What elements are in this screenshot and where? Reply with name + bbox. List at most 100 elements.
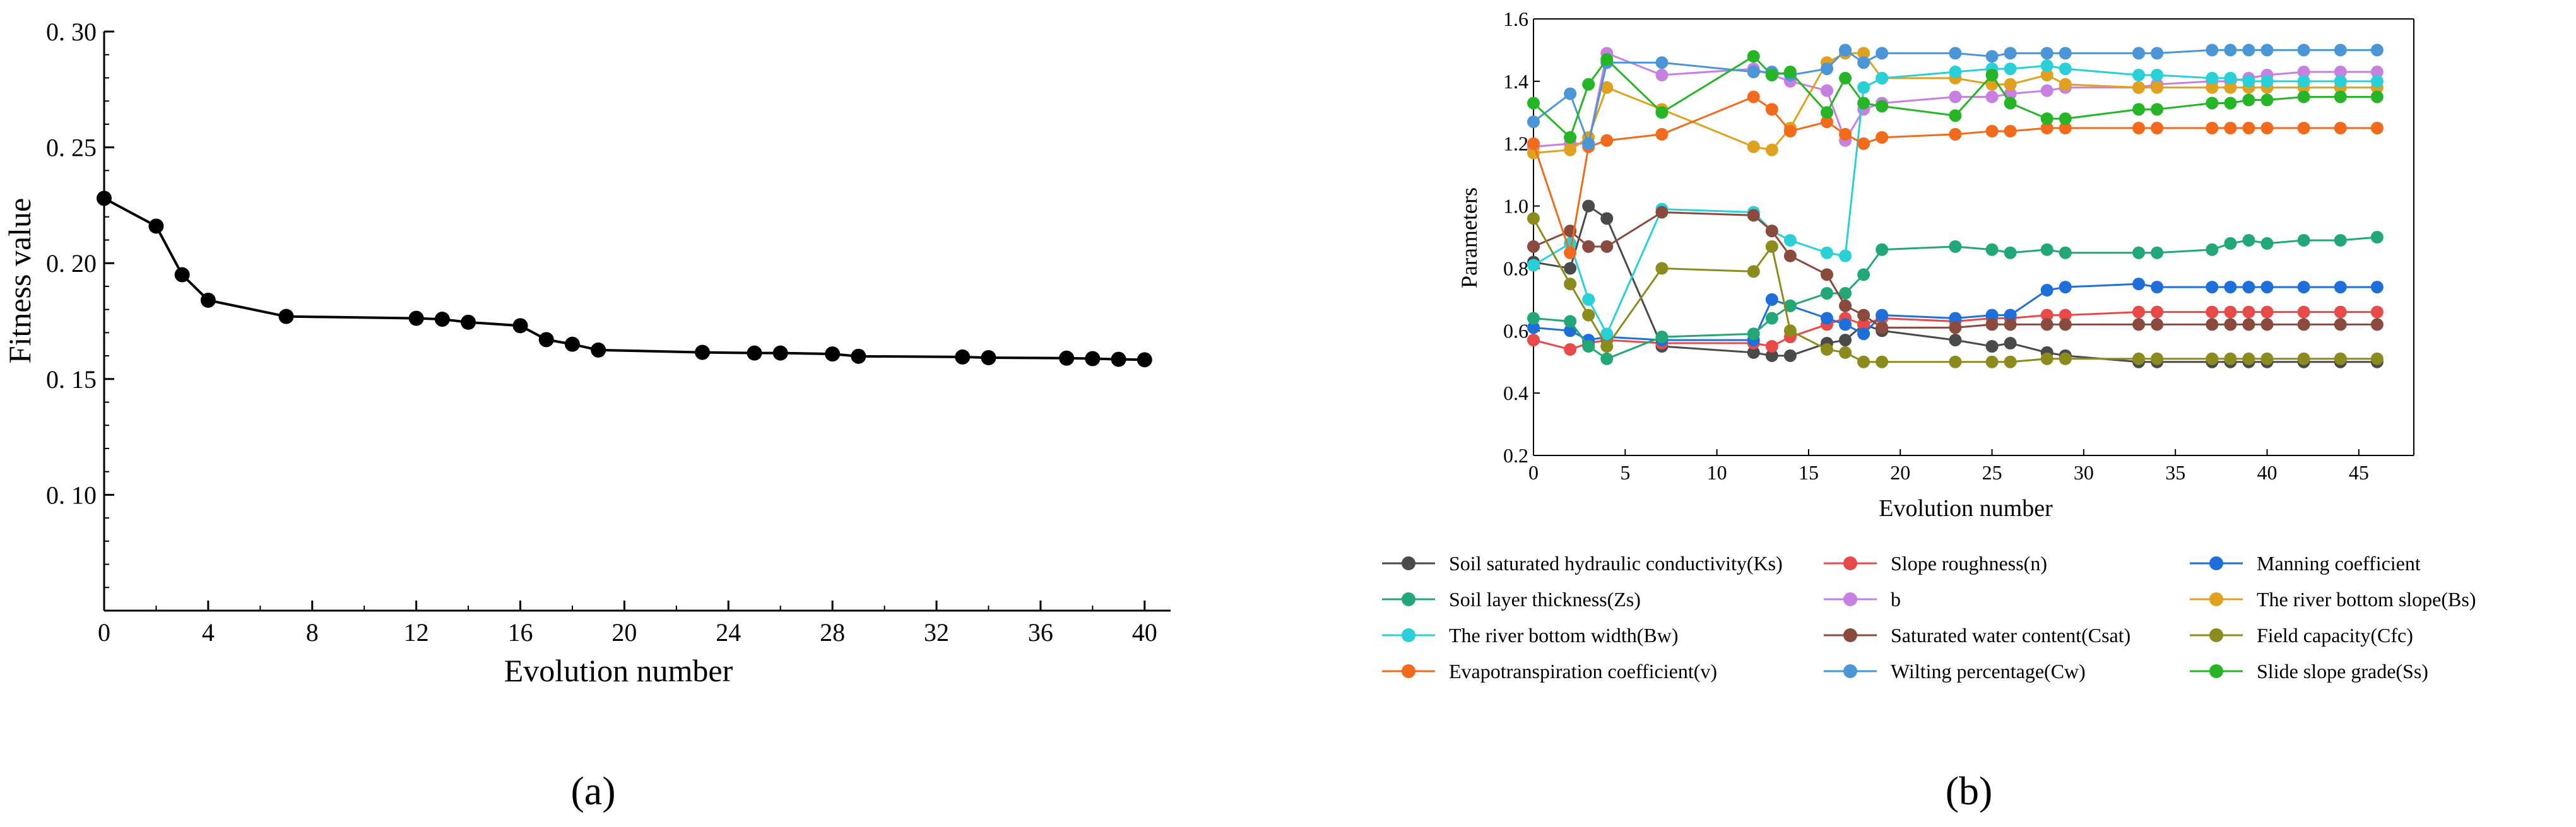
chart-b-data-point	[2059, 47, 2072, 60]
chart-b-data-point	[1582, 308, 1595, 322]
chart-b-data-point	[1527, 146, 1540, 160]
chart-b-data-point	[1821, 268, 1833, 281]
chart-a-data-point	[278, 308, 294, 324]
chart-b-x-tick-label: 0	[1528, 461, 1539, 484]
chart-b-data-point	[1985, 68, 1999, 81]
chart-a-x-tick-label: 4	[202, 618, 215, 647]
chart-b-data-point	[2132, 68, 2146, 81]
chart-b-data-point	[2224, 318, 2237, 331]
chart-b-data-point	[1655, 206, 1669, 219]
chart-b-data-point	[1582, 137, 1595, 150]
chart-b-data-point	[2059, 62, 2072, 76]
chart-b-data-point	[1985, 124, 1999, 138]
chart-b-data-point	[2004, 62, 2017, 76]
chart-b-legend-label: Wilting percentage(Cw)	[1891, 660, 2086, 683]
chart-b-data-point	[1564, 246, 1577, 259]
chart-b-legend-label: Manning coefficient	[2257, 552, 2421, 575]
chart-b-data-point	[1564, 237, 1577, 250]
chart-b-data-point	[2334, 90, 2347, 103]
chart-a-x-tick-label: 24	[716, 618, 741, 647]
chart-b-x-tick-label: 5	[1620, 461, 1630, 484]
chart-b-data-point	[1600, 81, 1614, 94]
chart-a-data-point	[695, 344, 711, 360]
chart-b-data-point	[2040, 318, 2053, 331]
chart-b-data-point	[2151, 352, 2164, 365]
chart-b-data-point	[2260, 93, 2274, 107]
chart-a-x-tick-label: 32	[924, 618, 949, 647]
chart-b-data-point	[1857, 318, 1870, 331]
chart-b-data-point	[1857, 355, 1870, 368]
chart-b-data-point	[2334, 44, 2347, 57]
chart-b-data-point	[2370, 122, 2384, 134]
chart-b-data-point	[1747, 50, 1760, 63]
chart-b-data-point	[1949, 321, 1962, 334]
chart-b-data-point	[1765, 340, 1778, 353]
chart-b-data-point	[1821, 115, 1833, 129]
chart-b-legend-label: Field capacity(Cfc)	[2257, 624, 2413, 647]
chart-b-data-point	[1527, 97, 1540, 110]
chart-b-data-point	[2059, 78, 2072, 91]
chart-b-data-point	[1747, 66, 1760, 79]
chart-a-y-tick-label: 0. 15	[46, 365, 97, 394]
chart-b-data-point	[1600, 352, 1614, 365]
chart-b-data-point	[2242, 281, 2255, 294]
chart-a-data-point	[772, 345, 788, 361]
chart-b-data-point	[2297, 74, 2310, 88]
chart-b-data-point	[2334, 352, 2347, 365]
chart-b-data-point	[1949, 127, 1962, 141]
chart-b-ylabel: Parameters	[1456, 187, 1482, 288]
chart-a-y-tick-label: 0. 20	[46, 249, 97, 278]
chart-b-data-point	[1985, 50, 1999, 63]
chart-b-data-point	[1821, 246, 1833, 259]
chart-b-y-tick-label: 1.0	[1503, 195, 1528, 218]
chart-a-data-point	[434, 312, 450, 327]
chart-b-data-point	[2040, 59, 2053, 73]
chart-b-data-point	[2040, 122, 2053, 134]
chart-b-data-point	[2297, 233, 2310, 247]
chart-b-data-point	[2334, 74, 2347, 88]
chart-b-data-point	[2132, 47, 2146, 60]
chart-b-y-tick-label: 1.6	[1503, 8, 1528, 30]
chart-b-x-tick-label: 25	[1982, 461, 2002, 484]
chart-b-data-point	[2132, 103, 2146, 116]
chart-b-y-tick-label: 0.4	[1503, 382, 1528, 404]
chart-b-data-point	[1876, 71, 1889, 85]
chart-b-data-point	[2040, 68, 2053, 81]
chart-b-legend-marker	[1402, 664, 1415, 678]
chart-b-data-point	[2260, 305, 2274, 319]
chart-b-data-point	[2206, 44, 2219, 57]
chart-b-data-point	[1765, 103, 1778, 116]
chart-b-data-point	[2004, 337, 2017, 350]
chart-b-data-point	[2059, 122, 2072, 134]
chart-b-data-point	[2370, 44, 2384, 57]
chart-b-data-point	[2224, 352, 2237, 365]
chart-b-data-point	[1857, 327, 1870, 341]
chart-a-x-tick-label: 16	[508, 618, 533, 647]
chart-b-data-point	[2242, 93, 2255, 107]
chart-b-data-point	[1527, 137, 1540, 150]
chart-b-data-point	[2334, 66, 2347, 79]
chart-a-data-point	[538, 332, 554, 348]
chart-b-data-point	[1857, 308, 1870, 322]
chart-a-series-line	[103, 197, 1145, 361]
chart-a-data-point	[1137, 352, 1152, 368]
chart-b-x-tick-label: 20	[1890, 461, 1910, 484]
chart-b-x-tick-label: 35	[2165, 461, 2185, 484]
chart-b-data-point	[1821, 312, 1833, 325]
chart-b-data-point	[2059, 308, 2072, 322]
chart-b-data-point	[2260, 237, 2274, 250]
chart-b-data-point	[2224, 81, 2237, 94]
chart-b-data-point	[1527, 240, 1540, 253]
chart-b-data-point	[1857, 268, 1870, 281]
chart-b-data-point	[1527, 259, 1540, 272]
chart-b-legend-label: b	[1891, 588, 1901, 611]
chart-b-data-point	[2260, 318, 2274, 331]
chart-b-y-tick-label: 0.8	[1503, 257, 1528, 279]
chart-b-data-point	[1582, 293, 1595, 306]
chart-b-data-point	[2242, 44, 2255, 57]
chart-b-data-point	[1839, 286, 1852, 300]
chart-b-data-point	[2224, 237, 2237, 250]
chart-b-data-point	[1839, 249, 1852, 262]
chart-b-data-point	[1949, 355, 1962, 368]
chart-b-data-point	[1839, 299, 1852, 312]
